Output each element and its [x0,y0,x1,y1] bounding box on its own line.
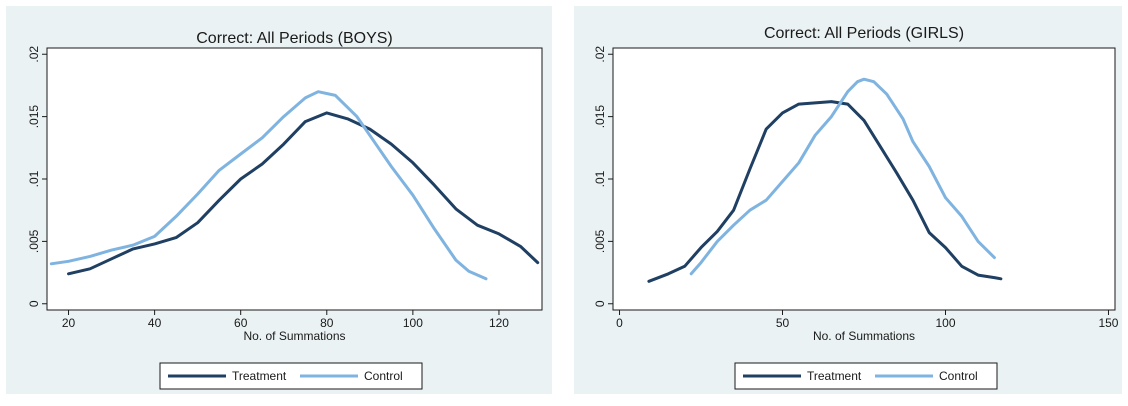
x-tick-label: 120 [489,316,509,330]
x-tick-label: 20 [62,316,76,330]
y-tick-label: .005 [593,229,607,253]
plot-area [46,47,543,311]
series-line-control [49,90,488,281]
chart-title: Correct: All Periods (BOYS) [196,30,393,47]
x-tick-label: 40 [148,316,162,330]
series-line-treatment [67,111,540,276]
y-tick-label: .01 [27,170,41,187]
legend-label-treatment: Treatment [232,369,287,383]
series-line-treatment [647,100,1003,283]
x-tick-label: 60 [234,316,248,330]
x-tick-label: 150 [1098,316,1118,330]
x-axis-label: No. of Summations [813,329,915,343]
legend-label-treatment: Treatment [807,369,862,383]
y-tick-label: .02 [593,46,607,63]
legend-label-control: Control [364,369,403,383]
chart-girls: Correct: All Periods (GIRLS) 0 .005 .01 .015… [574,6,1122,394]
x-tick-label: 50 [776,316,790,330]
y-tick-label: .015 [593,105,607,129]
plot-area [612,47,1116,311]
x-tick-label: 0 [616,316,623,330]
x-tick-label: 100 [935,316,955,330]
y-tick-label: .01 [593,170,607,187]
x-tick-label: 100 [403,316,423,330]
y-tick-label: .02 [27,46,41,63]
series-line-control [689,77,996,276]
y-tick-label: .005 [27,229,41,253]
legend-label-control: Control [939,369,978,383]
x-axis-label: No. of Summations [243,329,345,343]
y-tick-label: .015 [27,105,41,129]
chart-boys: Correct: All Periods (BOYS) 0 .005 .01 .015.… [6,6,552,394]
y-tick-label: 0 [593,300,607,307]
chart-title: Correct: All Periods (GIRLS) [764,25,964,42]
x-tick-label: 80 [320,316,334,330]
y-tick-label: 0 [27,300,41,307]
